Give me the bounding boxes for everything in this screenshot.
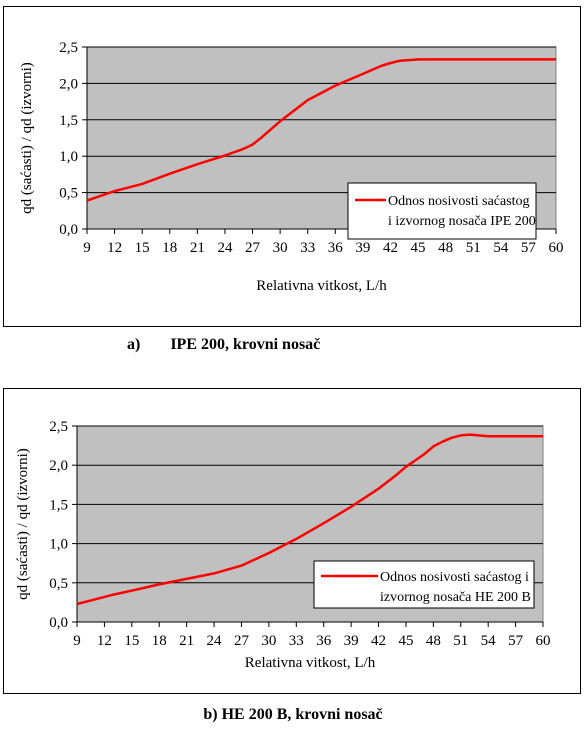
y-axis-label: qd (saćasti) / qd (izvorni)	[15, 448, 31, 600]
x-tick-label: 18	[152, 633, 167, 649]
x-tick-label: 12	[97, 633, 112, 649]
chart-a-svg: 0,0 0,5 1,0 1,5 2,0 2,5 9 12 15 18 21 24 27 30 33 36 39 4…	[19, 40, 564, 294]
y-tick-label: 1,0	[59, 149, 78, 165]
x-tick-label: 57	[521, 240, 537, 256]
x-tick-label: 24	[217, 240, 233, 256]
legend-box	[313, 560, 535, 609]
x-tick-label: 36	[316, 633, 332, 649]
x-axis-label: Relativna vitkost, L/h	[245, 655, 376, 671]
legend-label: Odnos nosivosti saćastog i	[380, 570, 529, 585]
x-tick-label: 48	[438, 240, 453, 256]
x-tick-label: 39	[355, 240, 370, 256]
y-axis-label: qd (saćasti) / qd (izvorni)	[19, 62, 35, 214]
x-tick-label: 45	[411, 240, 426, 256]
y-tick-label: 0,0	[49, 615, 68, 631]
chart-b-svg: 0,0 0,5 1,0 1,5 2,0 2,5 9 12 15 18 21 24 27 30 33 36 39 4…	[15, 419, 551, 671]
y-tick-label: 1,0	[49, 537, 68, 553]
x-tick-label: 33	[300, 240, 315, 256]
x-tick-label: 27	[245, 240, 261, 256]
x-tick-label: 48	[426, 633, 441, 649]
y-tick-label: 1,5	[49, 497, 68, 513]
caption-a-text: IPE 200, krovni nosač	[170, 336, 321, 353]
series-line	[86, 58, 556, 202]
x-tick-label: 12	[107, 240, 122, 256]
x-tick-label: 30	[261, 633, 276, 649]
y-tick-label: 2,0	[49, 458, 68, 474]
legend-label: i izvornog nosača IPE 200	[388, 214, 536, 229]
caption-a-letter: a)	[127, 336, 141, 353]
caption-b: b) HE 200 B, krovni nosač	[203, 706, 383, 723]
y-tick-label: 2,5	[49, 419, 68, 435]
x-tick-label: 54	[493, 240, 509, 256]
x-tick-label: 57	[508, 633, 524, 649]
x-tick-label: 24	[207, 633, 223, 649]
x-tick-label: 60	[536, 633, 551, 649]
x-tick-label: 51	[453, 633, 468, 649]
chart-panel-b: 0,0 0,5 1,0 1,5 2,0 2,5 9 12 15 18 21 24 27 30 33 36 39 4…	[3, 388, 581, 694]
y-tick-label: 2,5	[59, 40, 78, 56]
legend-label: Odnos nosivosti saćastog	[388, 194, 530, 209]
x-tick-label: 36	[328, 240, 344, 256]
x-tick-label: 60	[549, 240, 564, 256]
x-tick-label: 9	[83, 240, 91, 256]
y-tick-label: 0,0	[59, 222, 78, 238]
y-tick-label: 0,5	[59, 186, 78, 202]
x-tick-label: 51	[466, 240, 481, 256]
chart-panel-a: 0,0 0,5 1,0 1,5 2,0 2,5 9 12 15 18 21 24 27 30 33 36 39 4…	[3, 6, 581, 327]
x-tick-label: 54	[481, 633, 497, 649]
x-tick-label: 42	[371, 633, 386, 649]
legend-label: izvornog nosača HE 200 B	[380, 590, 531, 605]
y-tick-label: 1,5	[59, 113, 78, 129]
x-tick-label: 15	[124, 633, 139, 649]
x-tick-label: 33	[289, 633, 304, 649]
x-tick-label: 27	[234, 633, 250, 649]
y-tick-label: 0,5	[49, 576, 68, 592]
x-tick-label: 39	[344, 633, 359, 649]
series-line	[76, 433, 543, 606]
x-tick-label: 18	[162, 240, 177, 256]
x-tick-label: 15	[135, 240, 150, 256]
x-tick-label: 9	[73, 633, 81, 649]
x-tick-label: 42	[383, 240, 398, 256]
x-tick-label: 21	[190, 240, 205, 256]
x-tick-label: 30	[273, 240, 288, 256]
x-tick-label: 45	[398, 633, 413, 649]
legend-box	[347, 182, 537, 240]
caption-a: a) IPE 200, krovni nosač	[127, 336, 320, 354]
x-axis-label: Relativna vitkost, L/h	[256, 278, 387, 294]
x-tick-label: 21	[179, 633, 194, 649]
y-tick-label: 2,0	[59, 76, 78, 92]
